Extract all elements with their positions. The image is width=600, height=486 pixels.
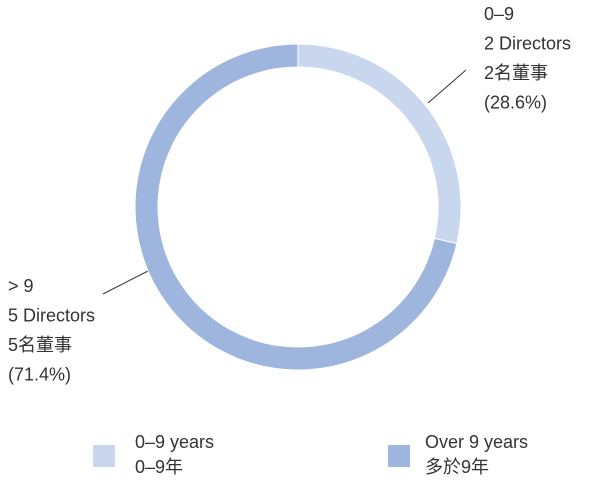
segment-label: 2名董事: [484, 63, 548, 83]
legend-swatch: [388, 445, 410, 467]
donut-segment: [297, 43, 462, 245]
legend-label: 0–9 years: [135, 432, 214, 452]
leader-line: [427, 69, 467, 104]
segment-label: 5 Directors: [8, 305, 95, 325]
segment-label: 2 Directors: [484, 33, 571, 53]
leader-line: [102, 269, 151, 295]
legend-label: 0–9年: [135, 457, 183, 477]
segment-label: 5名董事: [8, 335, 72, 355]
legend-label: Over 9 years: [425, 432, 528, 452]
legend-swatch: [93, 445, 115, 467]
donut-segment: [134, 43, 458, 371]
segment-label: > 9: [8, 276, 34, 296]
segment-label: 0–9: [484, 4, 514, 24]
legend-label: 多於9年: [425, 457, 489, 477]
value-label: (71.4%): [8, 364, 71, 384]
value-label: (28.6%): [484, 92, 547, 112]
